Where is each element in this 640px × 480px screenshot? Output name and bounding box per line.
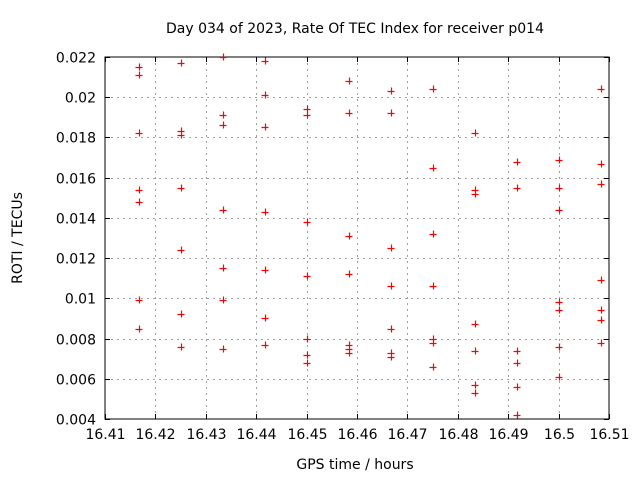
y-tick-label: 0.018	[56, 131, 96, 147]
x-tick-label: 16.47	[387, 427, 427, 443]
y-axis-label: ROTI / TECUs	[10, 192, 26, 284]
x-tick-label: 16.41	[85, 427, 125, 443]
y-tick-label: 0.014	[56, 212, 96, 228]
roti-data-markers	[135, 53, 605, 419]
x-tick-label: 16.42	[135, 427, 175, 443]
y-tick-label: 0.022	[56, 51, 96, 67]
y-tick-label: 0.004	[56, 413, 96, 429]
y-tick-label: 0.006	[56, 373, 96, 389]
chart-title: Day 034 of 2023, Rate Of TEC Index for r…	[166, 21, 544, 37]
x-tick-label: 16.48	[438, 427, 478, 443]
y-tick-label: 0.012	[56, 252, 96, 268]
x-tick-label: 16.51	[589, 427, 629, 443]
y-tick-label: 0.008	[56, 333, 96, 349]
x-tick-label: 16.45	[287, 427, 327, 443]
y-tick-label: 0.016	[56, 172, 96, 188]
x-tick-label: 16.46	[337, 427, 377, 443]
y-tick-labels: 0.004 0.006 0.008 0.01 0.012 0.014 0.016 0.018 0…	[56, 51, 96, 429]
x-axis-label: GPS time / hours	[296, 457, 413, 473]
data-points	[135, 53, 605, 419]
gridlines	[105, 57, 609, 419]
y-tick-label: 0.01	[65, 292, 96, 308]
x-tick-label: 16.49	[488, 427, 528, 443]
x-tick-label: 16.5	[544, 427, 575, 443]
x-tick-label: 16.43	[186, 427, 226, 443]
plot-border	[104, 56, 610, 420]
x-tick-labels: 16.41 16.42 16.43 16.44 16.45 16.46 16.47 16.48…	[85, 427, 629, 443]
x-tick-label: 16.44	[236, 427, 276, 443]
y-tick-label: 0.02	[65, 91, 96, 107]
